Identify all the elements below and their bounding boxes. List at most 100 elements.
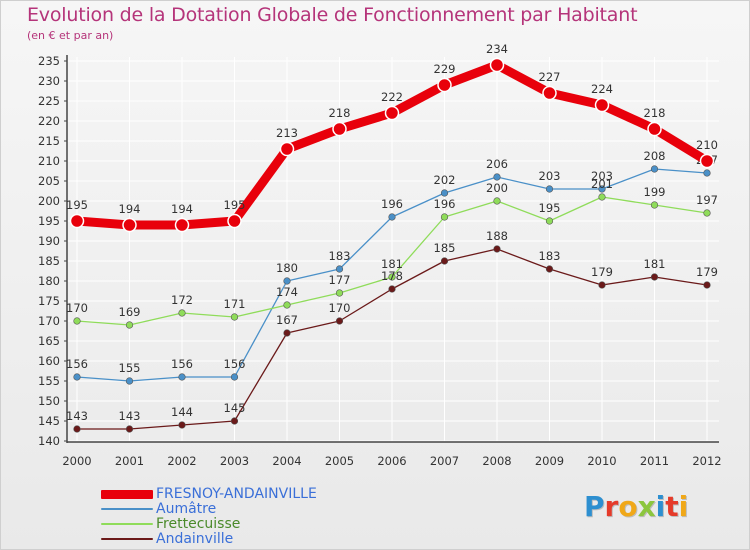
x-tick-label: 2006 (377, 454, 406, 468)
data-label-frettecuisse: 200 (486, 181, 508, 195)
y-tick-label: 195 (38, 214, 60, 228)
data-point-aumatre (388, 213, 396, 221)
data-label-frettecuisse: 169 (119, 305, 141, 319)
data-point-andainville (598, 281, 606, 289)
data-label-frettecuisse: 172 (171, 293, 193, 307)
data-label-andainville: 179 (591, 265, 613, 279)
data-point-frettecuisse (178, 309, 186, 317)
x-tick-label: 2008 (482, 454, 511, 468)
data-point-frettecuisse (440, 213, 449, 221)
y-tick-label: 190 (38, 234, 60, 248)
data-label-aumatre: 203 (591, 169, 613, 183)
data-point-frettecuisse (545, 217, 554, 225)
data-label-andainville: 185 (434, 241, 456, 255)
data-label-fresnoy-andainville: 222 (381, 90, 403, 104)
y-tick-label: 205 (38, 174, 60, 188)
data-point-frettecuisse (73, 317, 81, 325)
data-point-aumatre (703, 169, 711, 177)
x-tick-label: 2003 (220, 454, 249, 468)
data-point-aumatre (545, 185, 554, 193)
data-label-fresnoy-andainville: 194 (171, 202, 193, 216)
data-label-frettecuisse: 177 (329, 273, 351, 287)
data-label-aumatre: 203 (539, 169, 561, 183)
data-label-andainville: 178 (381, 269, 403, 283)
y-tick-label: 145 (38, 414, 60, 428)
legend-label: Frettecuisse (156, 516, 241, 532)
x-tick-label: 2010 (587, 454, 616, 468)
data-point-frettecuisse (493, 197, 501, 205)
x-tick-label: 2002 (167, 454, 196, 468)
data-label-aumatre: 180 (276, 261, 298, 275)
data-point-andainville (283, 329, 291, 337)
data-label-aumatre: 156 (171, 357, 193, 371)
data-point-andainville (493, 245, 501, 253)
data-label-frettecuisse: 171 (224, 297, 246, 311)
x-tick-label: 2001 (115, 454, 144, 468)
proxiti-logo: Proxiti (584, 490, 689, 523)
data-point-fresnoy-andainville (174, 217, 190, 233)
data-point-aumatre (125, 377, 134, 385)
data-label-andainville: 188 (486, 229, 508, 243)
data-point-fresnoy-andainville (489, 57, 505, 73)
data-point-aumatre (440, 189, 449, 197)
y-tick-label: 220 (38, 114, 60, 128)
data-label-aumatre: 208 (644, 149, 666, 163)
y-tick-label: 150 (38, 394, 60, 408)
data-point-andainville (545, 265, 554, 273)
legend-item: Aumâtre (101, 501, 216, 517)
data-label-fresnoy-andainville: 218 (644, 106, 666, 120)
data-label-frettecuisse: 181 (381, 257, 403, 271)
y-tick-label: 235 (38, 54, 60, 68)
data-point-fresnoy-andainville (279, 141, 295, 157)
legend-swatch (101, 523, 153, 525)
data-point-fresnoy-andainville (69, 213, 85, 229)
data-label-andainville: 181 (644, 257, 666, 271)
data-label-frettecuisse: 170 (66, 301, 88, 315)
data-label-frettecuisse: 199 (644, 185, 666, 199)
data-point-andainville (73, 425, 81, 433)
x-tick-label: 2012 (692, 454, 721, 468)
data-label-aumatre: 196 (381, 197, 403, 211)
legend-swatch (101, 508, 153, 510)
data-label-aumatre: 156 (66, 357, 88, 371)
data-point-andainville (388, 285, 396, 293)
data-point-andainville (335, 317, 344, 325)
y-tick-label: 225 (38, 94, 60, 108)
data-label-frettecuisse: 195 (539, 201, 561, 215)
x-tick-label: 2009 (535, 454, 564, 468)
data-point-aumatre (598, 185, 606, 193)
y-tick-label: 185 (38, 254, 60, 268)
data-point-andainville (650, 273, 659, 281)
data-label-aumatre: 156 (224, 357, 246, 371)
data-point-andainville (703, 281, 711, 289)
legend-item: Frettecuisse (101, 516, 240, 532)
data-point-frettecuisse (125, 321, 134, 329)
data-point-frettecuisse (283, 301, 291, 309)
legend-label: Aumâtre (156, 501, 217, 517)
data-point-fresnoy-andainville (227, 213, 242, 229)
data-point-andainville (230, 417, 239, 425)
data-point-aumatre (335, 265, 344, 273)
data-label-aumatre: 202 (434, 173, 456, 187)
data-point-frettecuisse (335, 289, 344, 297)
data-point-frettecuisse (650, 201, 659, 209)
data-point-andainville (178, 421, 186, 429)
data-label-aumatre: 206 (486, 157, 508, 171)
data-point-frettecuisse (598, 193, 606, 201)
data-point-aumatre (230, 373, 239, 381)
legend-item: FRESNOY-ANDAINVILLE (101, 486, 317, 502)
data-point-fresnoy-andainville (332, 121, 347, 137)
data-label-andainville: 167 (276, 313, 298, 327)
data-point-andainville (125, 425, 134, 433)
y-tick-label: 230 (38, 74, 60, 88)
data-label-andainville: 144 (171, 405, 193, 419)
x-tick-label: 2004 (272, 454, 301, 468)
data-point-aumatre (178, 373, 186, 381)
data-label-frettecuisse: 201 (591, 177, 613, 191)
data-point-andainville (440, 257, 449, 265)
chart-title: Evolution de la Dotation Globale de Fonc… (27, 4, 638, 26)
data-point-frettecuisse (388, 273, 396, 281)
y-tick-label: 170 (38, 314, 60, 328)
data-point-fresnoy-andainville (594, 97, 610, 113)
